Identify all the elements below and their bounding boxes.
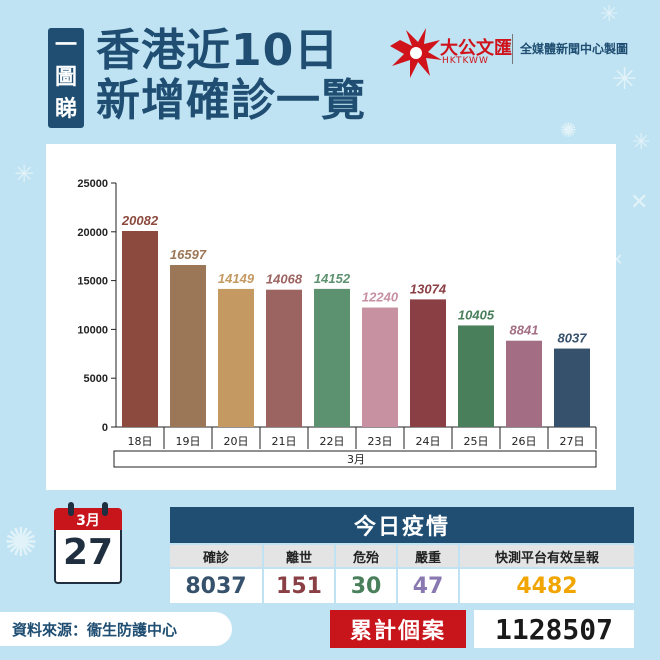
cumulative-label: 累計個案 (349, 619, 446, 644)
bar-value-label: 14068 (266, 272, 303, 287)
title-line-2: 新增確診一覽 (96, 75, 366, 126)
bar-value-label: 10405 (458, 307, 495, 322)
calendar-day: 27 (62, 532, 114, 573)
credit-text: 全媒體新聞中心製圖 (520, 42, 629, 56)
brand-subtitle: HKTKWW (442, 56, 489, 66)
chart-panel: 0 5000 10000 15000 20000 25000 20082 18日 16597 19… (46, 144, 616, 490)
x-tick-label: 24日 (416, 435, 441, 448)
x-tick-label: 20日 (224, 435, 249, 448)
x-group-label: 3月 (347, 453, 365, 466)
bar (218, 288, 254, 427)
today-table: 確診 離世 危殆 嚴重 快測平台有效呈報 8037 151 30 47 4482 (170, 545, 634, 603)
column-header: 危殆 (336, 545, 396, 567)
virus-icon: ✺ (4, 520, 38, 566)
stat-value: 8037 (170, 569, 262, 603)
header-tag-char: 睇 (54, 97, 77, 122)
cross-icon: ✕ (630, 190, 649, 215)
title-line-1: 香港近10日 (96, 25, 340, 76)
x-tick-label: 19日 (176, 435, 201, 448)
x-tick-label: 26日 (512, 435, 537, 448)
calendar-badge: 3月 27 (54, 502, 122, 586)
snowflake-icon: ✳ (632, 130, 651, 155)
cumulative-label-box: 累計個案 (330, 610, 466, 648)
x-tick-label: 27日 (560, 435, 585, 448)
snowflake-icon: ✳ (14, 160, 35, 188)
today-title: 今日疫情 (353, 515, 450, 540)
virus-icon: ✺ (560, 118, 577, 142)
column-header: 嚴重 (398, 545, 458, 567)
stat-value: 30 (336, 569, 396, 603)
bar (506, 340, 542, 427)
x-group-box (113, 450, 597, 468)
x-tick-label: 23日 (368, 435, 393, 448)
column-header: 快測平台有效呈報 (460, 545, 634, 567)
bar-chart: 0 5000 10000 15000 20000 25000 20082 18日 16597 19… (77, 178, 597, 468)
calendar-month: 3月 (76, 513, 100, 529)
calendar-ring-icon (68, 502, 74, 516)
brand-divider (512, 34, 513, 64)
y-tick-label: 20000 (77, 227, 108, 239)
header-tag-char: 圖 (54, 65, 77, 90)
bar (170, 265, 206, 427)
y-tick-label: 25000 (77, 178, 108, 190)
stat-value: 4482 (460, 569, 634, 603)
stat-value: 151 (264, 569, 334, 603)
x-tick-label: 25日 (464, 435, 489, 448)
bar-value-label: 13074 (410, 281, 447, 296)
x-tick-label: 22日 (320, 435, 345, 448)
snowflake-icon: ✳ (600, 2, 619, 27)
bar (554, 348, 590, 427)
header-tag-char: 一 (54, 33, 77, 58)
bar (266, 289, 302, 427)
y-tick-label: 5000 (84, 373, 108, 385)
y-tick-label: 15000 (77, 276, 108, 288)
bar (410, 299, 446, 427)
cumulative-value: 1128507 (494, 612, 613, 646)
bar (122, 230, 158, 427)
column-header: 確診 (170, 545, 262, 567)
bar-value-label: 12240 (362, 290, 399, 305)
bar (314, 288, 350, 427)
bar-value-label: 16597 (170, 247, 207, 262)
column-header: 離世 (264, 545, 334, 567)
source-pill: 資料來源：衞生防護中心 (0, 612, 232, 646)
page-title: 香港近10日 新增確診一覽 (96, 26, 366, 126)
y-tick-label: 0 (102, 422, 108, 434)
bar-value-label: 14149 (218, 271, 255, 286)
source-text: 資料來源：衞生防護中心 (12, 620, 178, 639)
x-tick-label: 18日 (128, 435, 153, 448)
brand-logo-icon (390, 28, 442, 78)
x-tick-label: 21日 (272, 435, 297, 448)
bar (458, 325, 494, 427)
calendar-body (54, 530, 122, 584)
stat-value: 47 (398, 569, 458, 603)
calendar-ring-icon (102, 502, 108, 516)
bar-value-label: 8037 (558, 331, 588, 346)
today-title-bar: 今日疫情 (170, 507, 634, 543)
snowflake-icon: ✳ (612, 62, 638, 97)
cumulative-value-box: 1128507 (474, 610, 634, 648)
bar (362, 307, 398, 427)
header-tag: 一 圖 睇 (48, 28, 84, 128)
y-tick-label: 10000 (77, 324, 108, 336)
bar-value-label: 20082 (121, 213, 159, 228)
bar-value-label: 8841 (510, 323, 539, 338)
bar-value-label: 14152 (314, 271, 351, 286)
brand-name: 大公文匯 (440, 38, 512, 59)
